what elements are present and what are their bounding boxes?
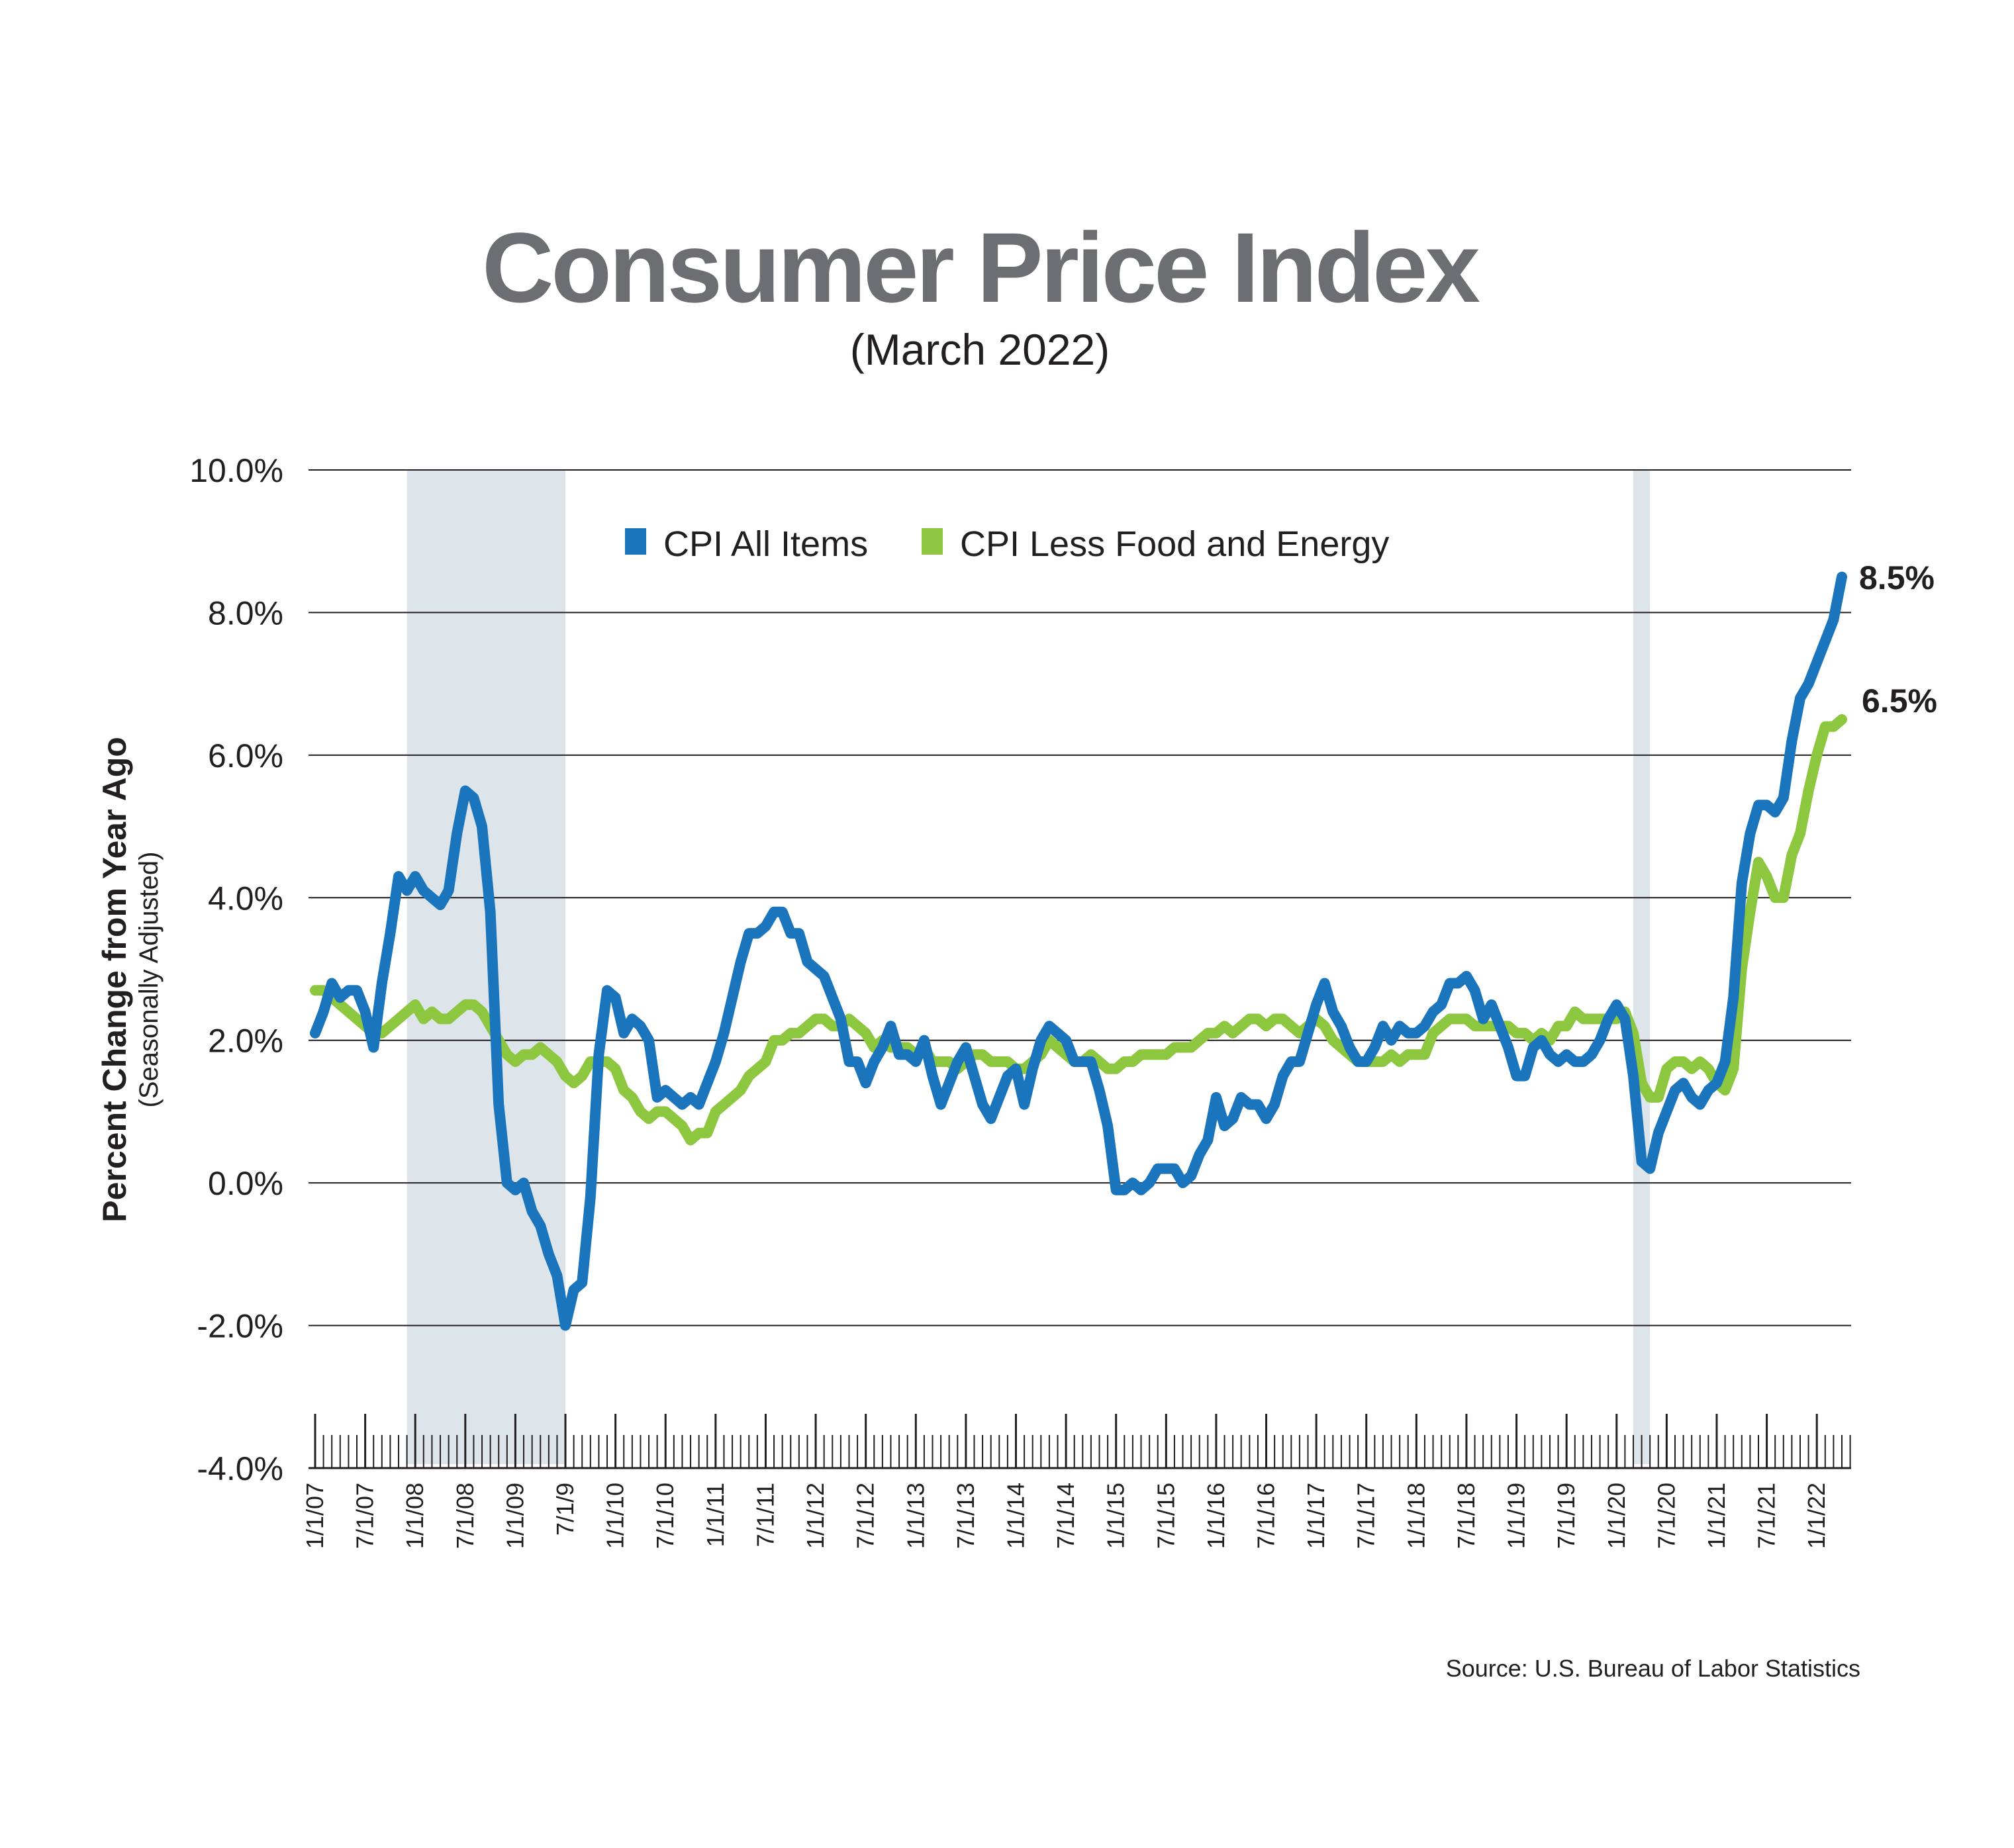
x-axis-ticks: 1/1/07 7/1/07 1/1/08 7/1/08 1/1/09 7/1/9 1/1/1… (301, 1483, 1830, 1549)
x-tick-label: 7/1/10 (651, 1483, 679, 1549)
x-tick-label: 1/1/11 (702, 1483, 729, 1547)
y-tick-label: 0.0% (208, 1165, 283, 1202)
x-tick-label: 7/1/16 (1253, 1483, 1280, 1549)
chart-title: Consumer Price Index (482, 212, 1480, 323)
end-label-cpi-all-items: 8.5% (1859, 559, 1935, 596)
x-tick-label: 1/1/19 (1503, 1483, 1530, 1549)
series-line-cpi-all-items (310, 571, 1847, 1331)
x-tick-label: 1/1/10 (602, 1483, 629, 1549)
y-axis-label: Percent Change from Year Ago (Seasonally… (96, 737, 164, 1223)
x-tick-label: 1/1/15 (1102, 1483, 1129, 1549)
x-tick-label: 1/1/08 (401, 1483, 428, 1549)
y-tick-label: 2.0% (208, 1023, 283, 1060)
x-tick-label: 1/1/12 (802, 1483, 829, 1549)
recession-band-1 (1633, 470, 1651, 1464)
x-tick-label: 7/1/20 (1653, 1483, 1680, 1549)
y-tick-label: 10.0% (189, 452, 283, 489)
y-axis-title: Percent Change from Year Ago (96, 737, 133, 1223)
y-tick-label: 8.0% (208, 594, 283, 631)
x-tick-label: 7/1/11 (751, 1483, 779, 1547)
x-tick-label: 1/1/14 (1002, 1483, 1029, 1549)
x-axis (309, 1414, 1851, 1469)
recession-bands (407, 470, 1651, 1464)
legend-swatch-cpi-core (922, 528, 943, 555)
y-tick-label: 6.0% (208, 737, 283, 774)
series-lines (310, 571, 1847, 1331)
end-label-cpi-core: 6.5% (1862, 682, 1937, 719)
y-tick-label: -2.0% (197, 1308, 283, 1345)
y-tick-label: 4.0% (208, 880, 283, 917)
legend-label-cpi-core: CPI Less Food and Energy (960, 524, 1389, 564)
y-axis-subtitle: (Seasonally Adjusted) (134, 852, 164, 1108)
x-tick-label: 7/1/08 (452, 1483, 479, 1549)
y-axis-ticks: 10.0% 8.0% 6.0% 4.0% 2.0% 0.0% -2.0% -4.0% (189, 452, 283, 1487)
source-note: Source: U.S. Bureau of Labor Statistics (1445, 1655, 1860, 1682)
gridlines (309, 469, 1851, 1326)
x-tick-label: 1/1/18 (1402, 1483, 1429, 1549)
recession-band-0 (407, 470, 566, 1464)
x-tick-label: 7/1/17 (1353, 1483, 1380, 1549)
x-tick-label: 7/1/12 (852, 1483, 879, 1549)
legend: CPI All Items CPI Less Food and Energy (625, 524, 1389, 564)
x-tick-label: 7/1/14 (1052, 1483, 1079, 1549)
x-tick-label: 7/1/15 (1152, 1483, 1179, 1549)
chart-subtitle: (March 2022) (849, 325, 1110, 374)
x-tick-label: 7/1/19 (1553, 1483, 1580, 1549)
legend-label-cpi-all-items: CPI All Items (663, 524, 868, 564)
legend-swatch-cpi-all-items (625, 528, 646, 555)
x-tick-label: 1/1/21 (1703, 1483, 1730, 1549)
x-tick-label: 7/1/21 (1753, 1483, 1780, 1549)
x-tick-label: 1/1/17 (1302, 1483, 1329, 1549)
y-tick-label: -4.0% (197, 1450, 283, 1487)
x-tick-label: 7/1/13 (952, 1483, 979, 1549)
x-tick-label: 7/1/9 (551, 1483, 579, 1536)
x-tick-label: 1/1/22 (1803, 1483, 1830, 1549)
x-tick-label: 1/1/07 (301, 1483, 328, 1549)
x-tick-label: 7/1/18 (1453, 1483, 1480, 1549)
x-tick-label: 1/1/16 (1202, 1483, 1229, 1549)
x-tick-label: 1/1/13 (902, 1483, 929, 1549)
x-tick-label: 1/1/20 (1603, 1483, 1630, 1549)
x-tick-label: 1/1/09 (501, 1483, 528, 1549)
x-tick-label: 7/1/07 (352, 1483, 379, 1549)
